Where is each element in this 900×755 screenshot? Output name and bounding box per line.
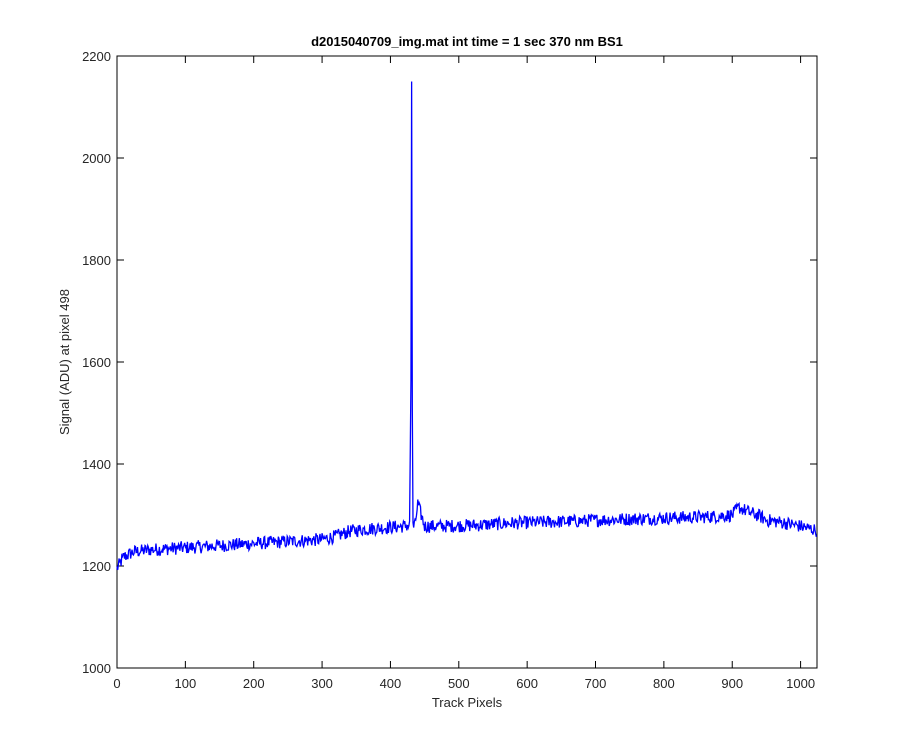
x-tick-label: 500 — [448, 676, 470, 691]
x-axis-label: Track Pixels — [432, 695, 503, 710]
plot-area — [116, 55, 818, 669]
x-tick-label: 1000 — [786, 676, 815, 691]
y-axis-label: Signal (ADU) at pixel 498 — [57, 289, 72, 435]
x-tick-label: 300 — [311, 676, 333, 691]
series-line — [116, 81, 817, 571]
x-tick-label: 0 — [113, 676, 120, 691]
x-tick-label: 200 — [243, 676, 265, 691]
x-tick-label: 100 — [175, 676, 197, 691]
y-tick-label: 1000 — [82, 661, 111, 676]
series-layer — [116, 81, 817, 571]
tick-group: 0 100 200 300 400 500 600 700 800 900 1000 1000 1200… — [82, 49, 817, 691]
x-tick-label: 800 — [653, 676, 675, 691]
y-tick-label: 1200 — [82, 559, 111, 574]
y-tick-label: 1600 — [82, 355, 111, 370]
x-tick-label: 400 — [380, 676, 402, 691]
y-tick-label: 2200 — [82, 49, 111, 64]
y-tick-label: 1800 — [82, 253, 111, 268]
y-tick-label: 2000 — [82, 151, 111, 166]
x-tick-label: 600 — [516, 676, 538, 691]
y-tick-label: 1400 — [82, 457, 111, 472]
chart-title: d2015040709_img.mat int time = 1 sec 370… — [311, 34, 623, 49]
x-tick-label: 700 — [585, 676, 607, 691]
x-tick-label: 900 — [721, 676, 743, 691]
